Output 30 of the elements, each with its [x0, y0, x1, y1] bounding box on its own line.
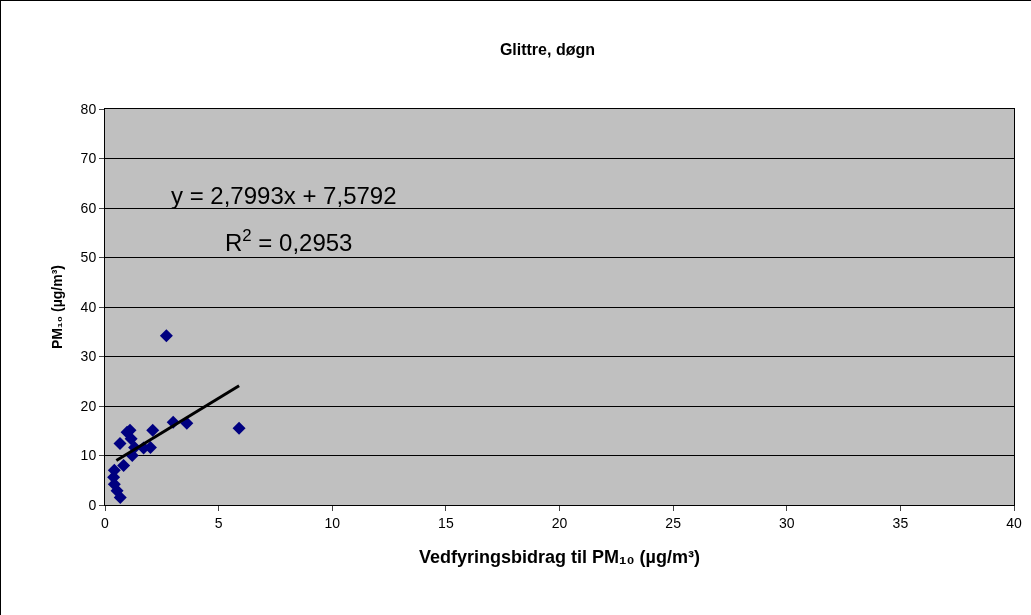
x-axis-title: Vedfyringsbidrag til PM₁₀ (µg/m³) [419, 546, 700, 567]
point [113, 437, 127, 451]
y-tick-label: 50 [80, 249, 97, 266]
y-tick-label: 20 [80, 397, 97, 414]
y-axis-title: PM₁₀ (µg/m³) [49, 265, 66, 349]
point [232, 421, 246, 435]
point [113, 491, 127, 505]
annotation: R$^{2}$ = 0,2953 [225, 226, 353, 257]
x-tick-label: 30 [778, 514, 795, 531]
point [124, 432, 138, 446]
y-tick-label: 60 [80, 199, 97, 216]
y-tick-label: 40 [80, 298, 97, 315]
y-tick-label: 30 [80, 348, 97, 365]
point [146, 423, 160, 437]
y-tick-label: 10 [80, 447, 97, 464]
y-tick-label: 0 [88, 496, 97, 513]
y-tick-label: 80 [80, 100, 97, 117]
point [159, 329, 173, 343]
y-tick-label: 70 [80, 150, 97, 167]
x-tick-label: 35 [892, 514, 909, 531]
x-tick-label: 5 [214, 514, 223, 531]
x-tick-label: 10 [324, 514, 341, 531]
x-tick-label: 25 [665, 514, 682, 531]
x-tick-label: 0 [101, 514, 110, 531]
x-tick-label: 15 [438, 514, 454, 531]
x-tick-label: 20 [551, 514, 568, 531]
point [117, 458, 131, 472]
x-tick-label: 40 [1006, 514, 1022, 531]
annotation: y = 2,7993x + 7,5792 [171, 182, 397, 209]
chart-title: Glittre, døgn [499, 41, 595, 59]
